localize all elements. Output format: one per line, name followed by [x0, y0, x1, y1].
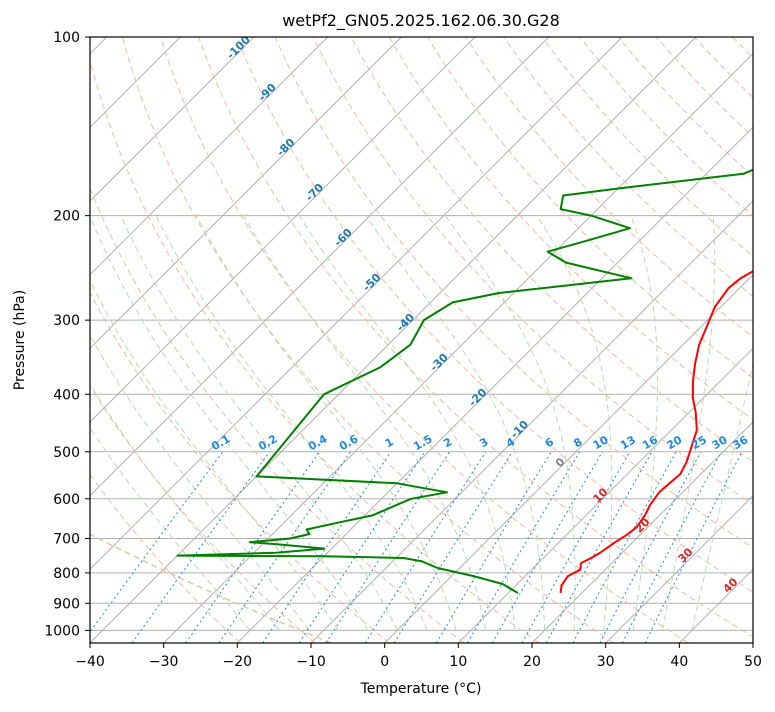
- isotherm-line: [0, 37, 401, 643]
- mixing-ratio-label: 2: [441, 435, 454, 450]
- mixing-ratio-label: 0.1: [209, 432, 232, 453]
- isotherm-line: [90, 37, 696, 643]
- isotherm-line: [385, 37, 775, 643]
- dry-adiabat-line: [694, 37, 775, 643]
- moist-adiabat-line: [692, 216, 775, 631]
- y-tick-label: 400: [53, 387, 80, 403]
- x-tick-label: −40: [75, 654, 105, 670]
- x-tick-label: 0: [380, 654, 389, 670]
- dry-adiabat-line: [656, 37, 775, 643]
- dry-adiabat-line: [504, 37, 775, 643]
- dry-adiabat-line: [466, 37, 775, 643]
- y-tick-label: 600: [53, 492, 80, 508]
- dry-adiabat-line: [351, 37, 775, 643]
- x-tick-label: 10: [449, 654, 467, 670]
- moist-adiabat-line: [299, 216, 515, 631]
- isotherm-line: [16, 37, 622, 643]
- x-axis-title: Temperature (°C): [360, 681, 482, 697]
- mixing-ratio-label: 1: [383, 435, 396, 450]
- dry-adiabat-line: [771, 37, 775, 643]
- moist-adiabat-line: [662, 216, 714, 631]
- mixing-ratio-label: 25: [689, 433, 709, 452]
- isotherm-line: [679, 37, 775, 643]
- moist-adiabat-line: [0, 216, 250, 631]
- x-axis: −40 −30 −20 −10 0 10 20 30 40 50: [75, 643, 762, 670]
- dry-adiabat-line: [733, 37, 775, 643]
- temperature-line: [561, 37, 775, 593]
- isotherm-label: -90: [256, 81, 279, 104]
- dry-adiabat-label: 10: [591, 485, 611, 505]
- mixing-ratio-label: 10: [591, 433, 611, 452]
- dry-adiabat-line: [237, 37, 775, 643]
- moist-adiabat-line: [62, 216, 339, 631]
- moist-adiabat-line: [631, 216, 658, 631]
- y-axis-title: Pressure (hPa): [12, 290, 28, 390]
- y-tick-label: 500: [53, 445, 80, 461]
- mixing-ratio-label: 16: [640, 433, 660, 452]
- y-tick-label: 300: [53, 313, 80, 329]
- isotherm-line: [753, 37, 775, 643]
- dry-adiabat-line: [8, 37, 389, 643]
- mixing-ratio-label: 0.4: [306, 432, 330, 453]
- isotherm-label: -70: [303, 181, 326, 204]
- x-tick-label: −20: [223, 654, 253, 670]
- y-tick-label: 900: [53, 596, 80, 612]
- dry-adiabat-line: [0, 37, 240, 643]
- y-tick-label: 1000: [44, 623, 80, 639]
- mixing-ratio-label: 6: [543, 435, 556, 450]
- y-axis: 100 200 300 400 500 600 700 800 900 1000: [44, 30, 90, 639]
- x-tick-label: 30: [597, 654, 615, 670]
- isotherm-label: -40: [394, 311, 417, 334]
- y-tick-label: 800: [53, 566, 80, 582]
- dry-adiabat-line: [161, 37, 689, 643]
- mixing-ratio-label: 3: [477, 435, 490, 450]
- isotherm-label: -60: [332, 226, 355, 249]
- x-tick-label: 40: [670, 654, 688, 670]
- dry-adiabat-line: [313, 37, 775, 643]
- moist-adiabat-line: [537, 216, 612, 631]
- isotherm-line: [237, 37, 775, 643]
- isotherm-line: [532, 37, 775, 643]
- dry-adiabat-label: 30: [676, 545, 696, 565]
- moist-adiabat-line: [244, 216, 486, 631]
- mixing-ratio-line: [365, 452, 486, 643]
- x-tick-label: 50: [744, 654, 762, 670]
- mixing-ratio-label: 20: [665, 433, 685, 452]
- moist-adiabat-line: [196, 216, 456, 631]
- mixing-ratio-line: [394, 452, 512, 643]
- mixing-ratio-label: 8: [571, 435, 584, 450]
- y-tick-label: 700: [53, 532, 80, 548]
- mixing-ratio-line: [573, 452, 676, 643]
- dry-adiabat-line: [275, 37, 775, 643]
- isotherm-label: -30: [428, 351, 451, 374]
- mixing-ratio-label: 13: [618, 433, 638, 452]
- mixing-ratio-label: 0.2: [256, 432, 279, 453]
- dry-adiabat-line: [389, 37, 775, 643]
- y-tick-label: 200: [53, 209, 80, 225]
- isotherm-label: -80: [274, 136, 297, 159]
- mixing-ratio-label: 1.5: [411, 432, 434, 453]
- isotherm-line: [311, 37, 775, 643]
- dry-adiabat-label: 40: [721, 575, 741, 595]
- isotherm-label: -50: [360, 271, 383, 294]
- background-lines: [0, 37, 775, 643]
- dry-adiabat-label: 20: [633, 515, 653, 535]
- chart-title: wetPf2_GN05.2025.162.06.30.G28: [282, 11, 560, 31]
- mixing-ratio-line: [645, 452, 742, 643]
- mixing-ratio-label: 30: [710, 433, 730, 452]
- dry-adiabat-line: [580, 37, 775, 643]
- x-tick-label: −30: [149, 654, 179, 670]
- y-tick-label: 100: [53, 30, 80, 46]
- x-tick-label: −10: [296, 654, 326, 670]
- x-tick-label: 20: [523, 654, 541, 670]
- mixing-ratio-line: [546, 452, 652, 643]
